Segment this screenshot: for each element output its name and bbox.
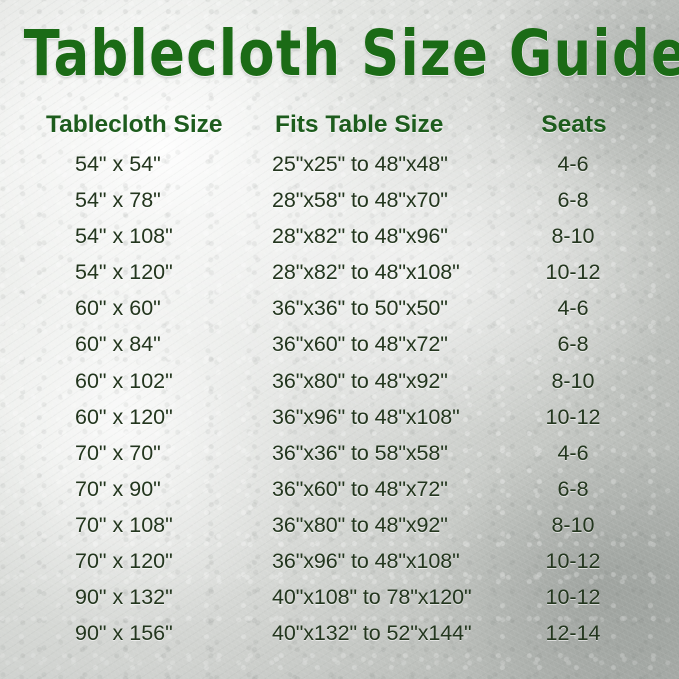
column-header-fits-table-size: Fits Table Size xyxy=(275,111,444,138)
cell-seats: 6-8 xyxy=(557,188,589,213)
cell-tablecloth-size: 60" x 60" xyxy=(75,296,161,321)
cell-fits-table-size: 40"x108" to 78"x120" xyxy=(272,585,472,610)
cell-tablecloth-size: 90" x 132" xyxy=(75,585,173,610)
cell-tablecloth-size: 60" x 102" xyxy=(75,368,173,393)
size-table: Tablecloth Size Fits Table Size Seats 54… xyxy=(0,104,679,651)
table-row: 70" x 120" 36"x96" to 48"x108" 10-12 xyxy=(0,543,679,579)
cell-seats: 10-12 xyxy=(545,404,601,429)
cell-fits-table-size: 28"x82" to 48"x108" xyxy=(272,260,460,285)
cell-tablecloth-size: 70" x 90" xyxy=(75,476,161,501)
cell-tablecloth-size: 54" x 120" xyxy=(75,260,173,285)
column-header-seats: Seats xyxy=(541,111,607,138)
cell-fits-table-size: 36"x80" to 48"x92" xyxy=(272,368,448,393)
cell-fits-table-size: 36"x80" to 48"x92" xyxy=(272,512,448,537)
cell-seats: 12-14 xyxy=(545,621,601,646)
page-title: Tablecloth Size Guide xyxy=(23,17,679,90)
cell-fits-table-size: 25"x25" to 48"x48" xyxy=(272,152,448,176)
cell-seats: 8-10 xyxy=(551,224,595,249)
table-row: 60" x 120" 36"x96" to 48"x108" 10-12 xyxy=(0,399,679,435)
table-row: 90" x 132" 40"x108" to 78"x120" 10-12 xyxy=(0,579,679,615)
cell-fits-table-size: 36"x96" to 48"x108" xyxy=(272,404,460,429)
table-body: 54" x 54" 25"x25" to 48"x48" 4-6 54" x 78" 2… xyxy=(0,146,679,651)
cell-fits-table-size: 36"x96" to 48"x108" xyxy=(272,549,460,574)
table-row: 90" x 156" 40"x132" to 52"x144" 12-14 xyxy=(0,615,679,651)
cell-seats: 10-12 xyxy=(545,260,601,285)
table-row: 54" x 108" 28"x82" to 48"x96" 8-10 xyxy=(0,218,679,254)
table-row: 70" x 70" 36"x36" to 58"x58" 4-6 xyxy=(0,435,679,471)
table-row: 60" x 84" 36"x60" to 48"x72" 6-8 xyxy=(0,326,679,362)
cell-tablecloth-size: 60" x 120" xyxy=(75,404,173,429)
table-row: 60" x 60" 36"x36" to 50"x50" 4-6 xyxy=(0,290,679,326)
cell-tablecloth-size: 70" x 120" xyxy=(75,549,173,574)
table-row: 54" x 78" 28"x58" to 48"x70" 6-8 xyxy=(0,182,679,218)
cell-fits-table-size: 28"x58" to 48"x70" xyxy=(272,188,448,213)
column-header-tablecloth-size: Tablecloth Size xyxy=(46,111,223,138)
table-row: 60" x 102" 36"x80" to 48"x92" 8-10 xyxy=(0,363,679,399)
cell-seats: 8-10 xyxy=(551,512,595,537)
table-row: 70" x 90" 36"x60" to 48"x72" 6-8 xyxy=(0,471,679,507)
table-header-row: Tablecloth Size Fits Table Size Seats xyxy=(0,104,679,146)
cell-tablecloth-size: 54" x 78" xyxy=(75,188,161,213)
cell-tablecloth-size: 70" x 70" xyxy=(75,440,161,465)
cell-fits-table-size: 36"x36" to 50"x50" xyxy=(272,296,448,321)
cell-seats: 4-6 xyxy=(557,440,589,465)
cell-fits-table-size: 36"x60" to 48"x72" xyxy=(272,476,448,501)
cell-tablecloth-size: 90" x 156" xyxy=(75,621,173,646)
cell-tablecloth-size: 60" x 84" xyxy=(75,332,161,357)
cell-tablecloth-size: 54" x 54" xyxy=(75,152,161,176)
cell-seats: 8-10 xyxy=(551,368,595,393)
cell-seats: 6-8 xyxy=(557,332,589,357)
cell-seats: 4-6 xyxy=(557,152,589,176)
cell-tablecloth-size: 54" x 108" xyxy=(75,224,173,249)
cell-fits-table-size: 40"x132" to 52"x144" xyxy=(272,621,472,646)
cell-fits-table-size: 36"x60" to 48"x72" xyxy=(272,332,448,357)
cell-seats: 6-8 xyxy=(557,476,589,501)
table-row: 70" x 108" 36"x80" to 48"x92" 8-10 xyxy=(0,507,679,543)
cell-fits-table-size: 36"x36" to 58"x58" xyxy=(272,440,448,465)
cell-seats: 10-12 xyxy=(545,549,601,574)
cell-fits-table-size: 28"x82" to 48"x96" xyxy=(272,224,448,249)
cell-seats: 10-12 xyxy=(545,585,601,610)
cell-tablecloth-size: 70" x 108" xyxy=(75,512,173,537)
table-row: 54" x 54" 25"x25" to 48"x48" 4-6 xyxy=(0,146,679,182)
cell-seats: 4-6 xyxy=(557,296,589,321)
table-row: 54" x 120" 28"x82" to 48"x108" 10-12 xyxy=(0,254,679,290)
